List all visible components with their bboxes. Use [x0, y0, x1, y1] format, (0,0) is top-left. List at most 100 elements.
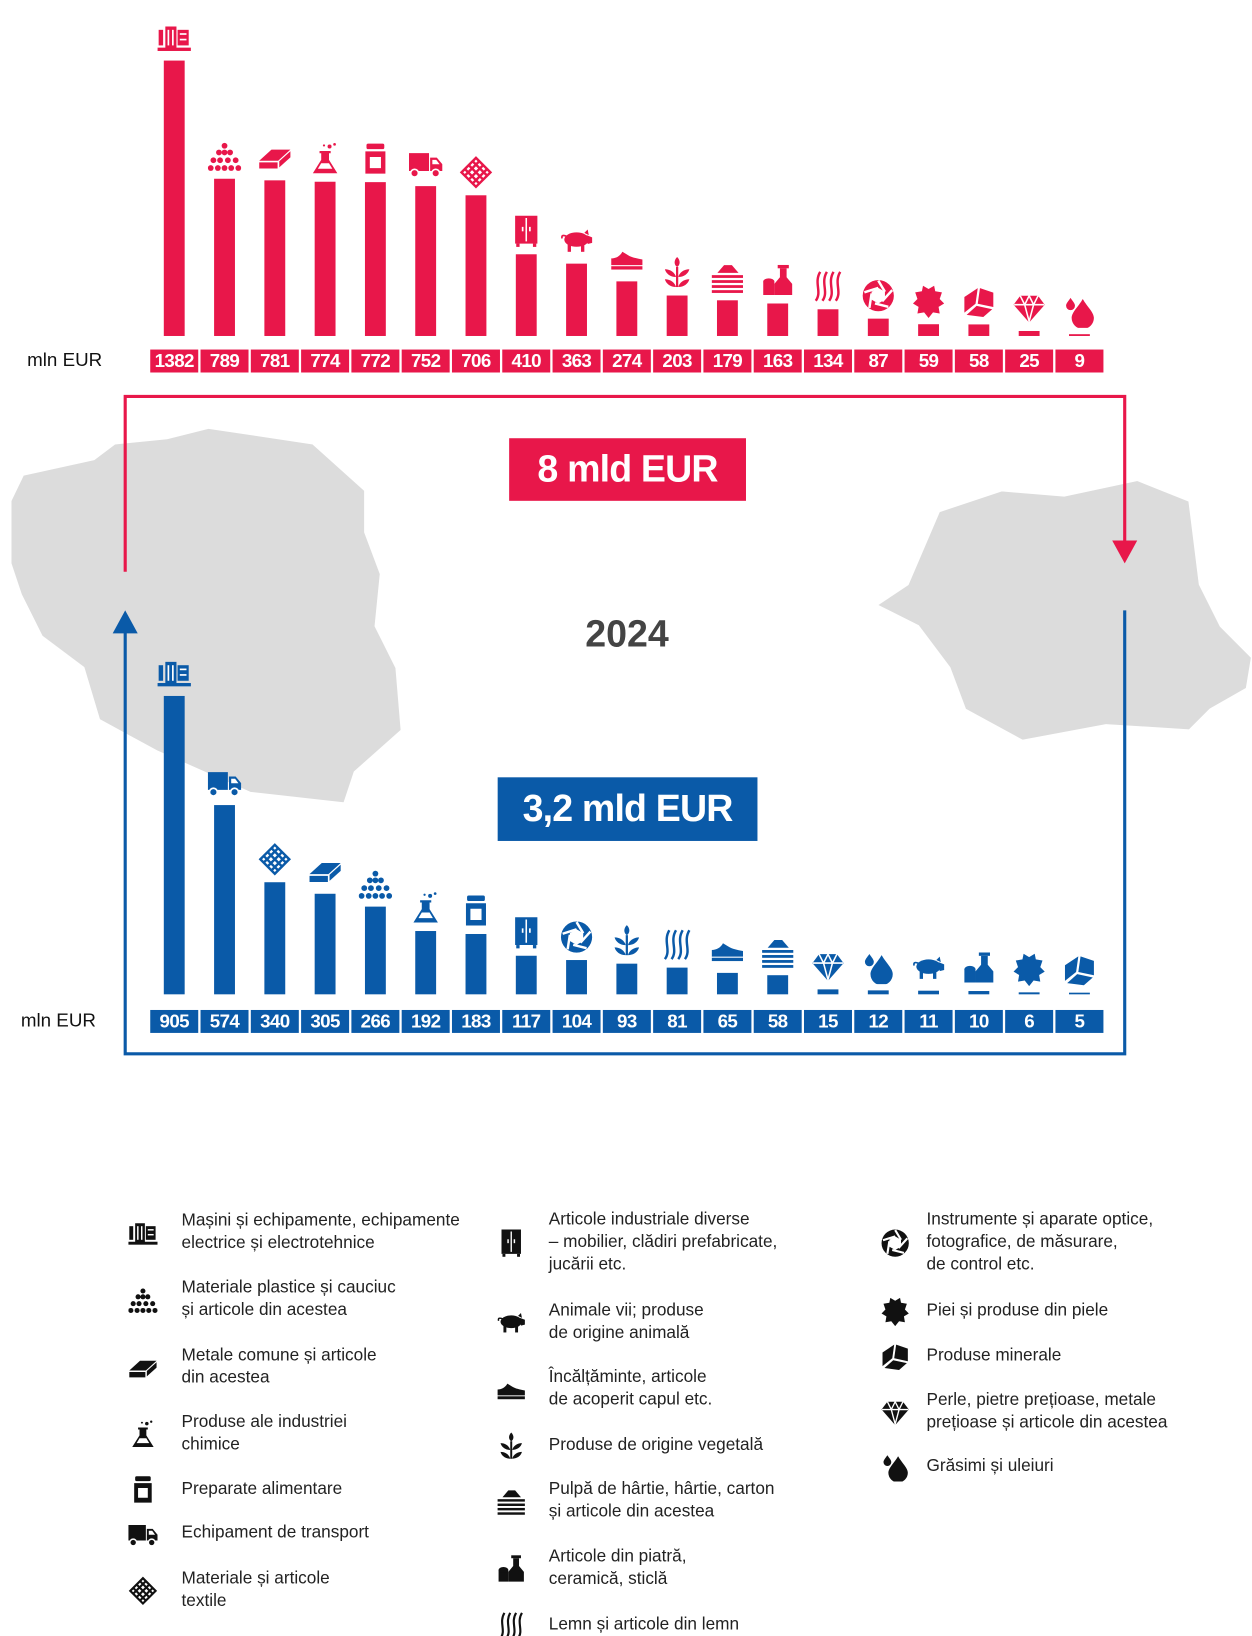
category-icon: Lemn și articole din lemn [814, 270, 842, 303]
legend-label: Materiale plastice și cauciuc și articole… [182, 1276, 397, 1318]
legend-label: Perle, pietre prețioase, metale prețioase… [926, 1389, 1167, 1431]
category-icon: Articole industriale diverse – mobilier,… [515, 215, 538, 247]
category-icon [880, 1228, 910, 1258]
legend-label: Produse minerale [926, 1344, 1061, 1364]
bar [264, 180, 286, 336]
category-icon [128, 1288, 158, 1314]
value-box [854, 349, 903, 373]
category-icon: Metale comune și articole din acestea [309, 863, 341, 882]
category-icon [501, 1229, 521, 1257]
value-label: 363 [562, 350, 592, 371]
value-label: 706 [461, 350, 491, 371]
bar [415, 186, 437, 336]
bar [465, 195, 487, 336]
category-icon: Perle, pietre prețioase, metale prețioas… [1012, 295, 1046, 324]
category-icon: Grăsimi și uleiuri [864, 954, 893, 985]
bar [1068, 334, 1090, 336]
value-label: 340 [260, 1010, 290, 1031]
value-label: 117 [512, 1010, 541, 1031]
category-icon: Preparate alimentare [365, 143, 386, 174]
year: 2024 [585, 612, 669, 654]
value-box [653, 1009, 702, 1033]
legend-label: Preparate alimentare [182, 1477, 343, 1497]
category-icon [498, 1555, 524, 1582]
value-box [150, 349, 199, 373]
value-label: 274 [612, 350, 643, 371]
value-box [552, 349, 601, 373]
category-icon [883, 1455, 908, 1482]
value-label: 192 [411, 1010, 441, 1031]
category-icon: Produse de origine vegetală [614, 925, 640, 956]
flow-arrow-export [123, 394, 1127, 572]
value-box [602, 349, 651, 373]
category-icon: Mașini și echipamente, echipamente elect… [157, 26, 191, 51]
bar [415, 931, 437, 995]
bar [817, 989, 839, 995]
bar [264, 882, 286, 995]
value-box [602, 1009, 651, 1033]
category-icon: Lemn și articole din lemn [663, 928, 691, 961]
value-box [1005, 1009, 1054, 1033]
legend-label: Grăsimi și uleiuri [926, 1454, 1053, 1474]
bar [364, 182, 386, 336]
bar [1018, 330, 1040, 336]
arrow-head [112, 610, 138, 634]
value-label: 6 [1024, 1010, 1034, 1031]
value-box [703, 1009, 752, 1033]
value-label: 104 [562, 1010, 593, 1031]
category-icon [497, 1383, 525, 1400]
bar [566, 263, 587, 336]
bar [314, 893, 336, 995]
legend-label: Echipament de transport [182, 1521, 370, 1541]
unit-label: mln EUR [21, 1009, 96, 1030]
bar [817, 309, 839, 336]
bar [716, 972, 738, 995]
value-box [703, 349, 752, 373]
value-label: 10 [969, 1010, 989, 1031]
value-box [200, 349, 249, 373]
value-box [200, 1009, 249, 1033]
bar [867, 318, 889, 336]
value-box [1055, 349, 1104, 373]
value-label: 772 [361, 350, 391, 371]
value-label: 93 [617, 1010, 637, 1031]
value-box [502, 349, 551, 373]
value-box [753, 349, 802, 373]
value-box [753, 1009, 802, 1033]
value-label: 87 [868, 350, 888, 371]
bar [666, 967, 688, 995]
legend-label: Instrumente și aparate optice, fotografic… [926, 1208, 1153, 1273]
legend-label: Lemn și articole din lemn [549, 1613, 739, 1633]
category-icon [500, 1432, 522, 1459]
bar [867, 990, 889, 995]
value-box [854, 1009, 903, 1033]
category-icon: Preparate alimentare [465, 895, 486, 926]
value-box [904, 1009, 953, 1033]
category-icon: Metale comune și articole din acestea [259, 149, 291, 169]
value-label: 789 [210, 350, 240, 371]
bar [214, 178, 235, 336]
total-label: 8 mld EUR [537, 448, 718, 490]
category-icon: Grăsimi și uleiuri [1066, 297, 1094, 328]
value-box [904, 349, 953, 373]
legend-label: Încălțăminte, articole de acoperit capul … [548, 1366, 713, 1408]
value-label: 65 [718, 1010, 738, 1031]
value-label: 203 [662, 350, 692, 371]
category-icon: Animale vii; produse de origine animală [913, 955, 945, 980]
category-icon: Pulpă de hârtie, hârtie, carton și artic… [711, 265, 743, 293]
value-box [250, 349, 299, 373]
value-label: 183 [461, 1010, 491, 1031]
legend-label: Articole din piatră, ceramică, sticlă [549, 1545, 687, 1587]
bar [716, 300, 738, 336]
value-box [301, 349, 350, 373]
total-label: 3,2 mld EUR [523, 787, 734, 829]
value-label: 12 [868, 1010, 888, 1031]
value-label: 5 [1075, 1010, 1085, 1031]
category-icon: Încălțăminte, articole de acoperit capul… [711, 943, 743, 962]
value-box [401, 349, 450, 373]
category-icon [129, 1577, 157, 1605]
map-poland [9, 426, 403, 805]
bar [616, 963, 638, 995]
category-icon: Instrumente și aparate optice, fotografi… [559, 920, 594, 954]
value-box [552, 1009, 601, 1033]
